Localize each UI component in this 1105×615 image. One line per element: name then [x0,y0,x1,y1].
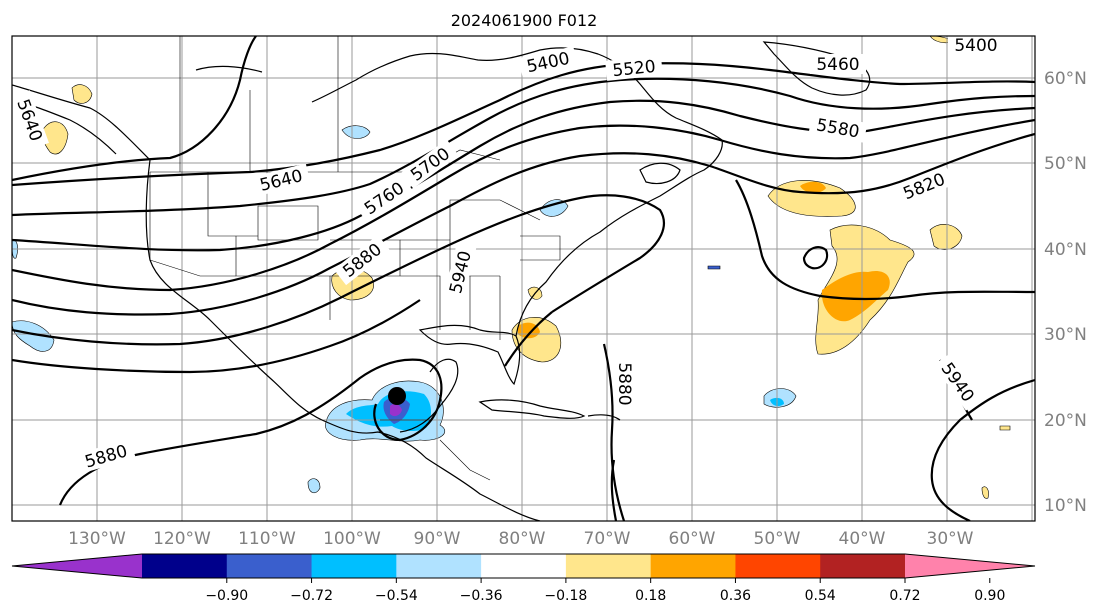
lon-label: 40°W [839,529,886,549]
lon-label: 110°W [238,529,296,549]
colorbar-outline [11,553,1036,579]
colorbar-bin [565,554,652,578]
shaded-field-patches [12,36,1011,499]
colorbar-bin [396,554,482,578]
colorbar-bin [735,554,821,578]
colorbar-extend-low [12,554,142,578]
lon-label: 50°W [754,529,801,549]
map-area: 5400 5400 5520 5460 5580 5640 5640 5700 … [12,36,1035,521]
colorbar-bin [650,554,736,578]
colorbar-extend-high [905,554,1035,578]
colorbar-bin [820,554,906,578]
graticule [12,36,1035,521]
colorbar-tick-label: 0.54 [805,588,836,604]
contour-label: 5880 [614,362,634,405]
lat-label: 20°N [1044,411,1087,431]
colorbar-tick-label: −0.36 [460,588,503,604]
lat-label: 60°N [1044,69,1087,89]
colorbar: −0.90 −0.72 −0.54 −0.36 −0.18 0.18 0.36 0.54 0.7… [11,553,1036,604]
lon-label: 130°W [68,529,126,549]
colorbar-tick-label: −0.54 [375,588,418,604]
colorbar-bin [311,554,397,578]
lon-label: 100°W [323,529,381,549]
colorbar-tick-label: 0.36 [720,588,751,604]
colorbar-tick-label: −0.90 [205,588,248,604]
lat-label: 30°N [1044,325,1087,345]
colorbar-tick-label: 0.18 [635,588,666,604]
shaded-field-cyclone [325,380,446,442]
lon-label: 80°W [499,529,546,549]
colorbar-bin [226,554,313,578]
contour-label: 5520 [612,57,657,81]
colorbar-tick-label: 0.90 [974,588,1005,604]
contour-label: 5400 [954,36,997,56]
contour-label: 5460 [816,55,859,75]
map-frame [11,35,1036,522]
lon-label: 70°W [584,529,631,549]
height-contours [12,36,1035,521]
storm-center-marker [388,387,406,405]
lat-label: 40°N [1044,240,1087,260]
contour-labels: 5400 5400 5520 5460 5580 5640 5640 5700 … [12,36,1004,474]
colorbar-bin [481,554,567,578]
lon-label: 90°W [414,529,461,549]
lon-label: 60°W [669,529,716,549]
coastlines [12,41,871,521]
latitude-labels: 60°N 50°N 40°N 30°N 20°N 10°N [1044,69,1087,516]
colorbar-tick-label: −0.72 [290,588,333,604]
lat-label: 10°N [1044,496,1087,516]
longitude-labels: 130°W 120°W 110°W 100°W 90°W 80°W 70°W 6… [68,529,974,549]
lon-label: 120°W [153,529,211,549]
colorbar-tick-label: 0.72 [889,588,920,604]
lat-label: 50°N [1044,154,1087,174]
colorbar-tick-label: −0.18 [544,588,587,604]
colorbar-bin [142,554,228,578]
map-title: 2024061900 F012 [451,11,598,30]
lon-label: 30°W [927,529,974,549]
